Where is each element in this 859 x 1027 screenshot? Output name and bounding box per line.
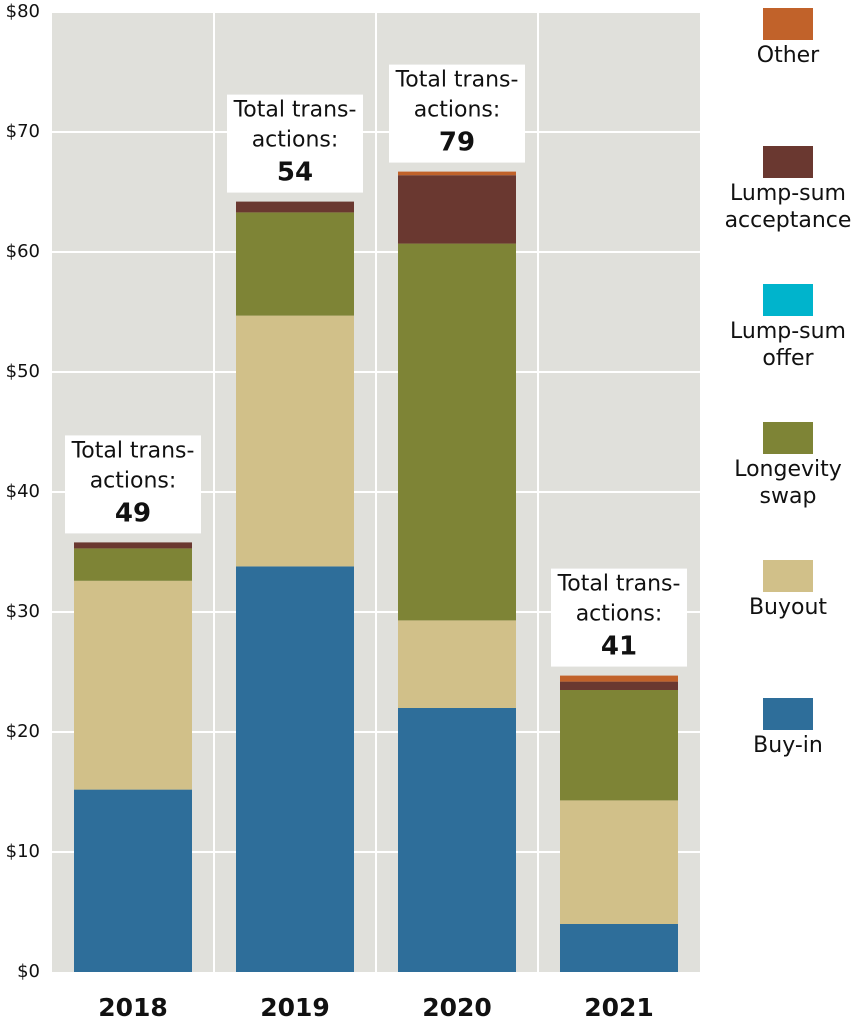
legend-label-lump-sum-acceptance: acceptance — [725, 208, 852, 233]
annotation-label: Total trans- — [71, 438, 195, 463]
bar-segment-lump-sum-acceptance-2021 — [560, 681, 678, 690]
bar-segment-longevity-swap-2019 — [236, 212, 354, 316]
y-tick-label: $10 — [6, 841, 40, 862]
annotation-label: Total trans- — [395, 68, 519, 93]
legend-label-longevity-swap: Longevity — [734, 457, 842, 482]
legend-swatch-buy-in — [763, 698, 813, 730]
annotation-background — [389, 64, 525, 163]
bar-segment-buy-in-2020 — [398, 708, 516, 972]
bar-segment-lump-sum-acceptance-2018 — [74, 542, 192, 549]
annotation-background — [551, 568, 687, 667]
bars — [74, 171, 678, 972]
legend-swatch-other — [763, 8, 813, 40]
bar-segment-longevity-swap-2018 — [74, 548, 192, 581]
bar-segment-buy-in-2018 — [74, 789, 192, 972]
y-tick-label: $0 — [17, 961, 40, 982]
bar-segment-other-2021 — [560, 675, 678, 682]
legend-label-lump-sum-acceptance: Lump-sum — [730, 181, 846, 206]
annotation-count: 49 — [115, 498, 151, 528]
annotation-label: actions: — [414, 98, 501, 123]
annotation-label: Total trans- — [233, 98, 357, 123]
annotation-label: actions: — [252, 128, 339, 153]
x-tick-label: 2021 — [584, 993, 654, 1022]
x-tick-label: 2018 — [98, 993, 168, 1022]
bar-segment-buyout-2021 — [560, 800, 678, 924]
x-tick-label: 2020 — [422, 993, 492, 1022]
legend-label-buy-in: Buy-in — [753, 733, 823, 758]
y-tick-label: $50 — [6, 361, 40, 382]
bar-segment-buyout-2019 — [236, 315, 354, 567]
bar-segment-other-2020 — [398, 171, 516, 176]
legend: OtherLump-sumacceptanceLump-sumofferLong… — [725, 8, 852, 758]
annotation-count: 41 — [601, 632, 637, 662]
legend-swatch-lump-sum-offer — [763, 284, 813, 316]
annotation-background — [227, 94, 363, 193]
bar-segment-lump-sum-acceptance-2020 — [398, 175, 516, 244]
y-tick-label: $40 — [6, 481, 40, 502]
bar-annotations: Total trans-actions: 49 Total trans-action… — [65, 64, 687, 667]
annotation-count: 79 — [439, 128, 475, 158]
y-tick-label: $30 — [6, 601, 40, 622]
x-axis: 2018 2019 2020 2021 — [98, 993, 654, 1022]
legend-label-longevity-swap: swap — [760, 484, 817, 509]
annotation-label: Total trans- — [557, 572, 681, 597]
annotation-background — [65, 435, 201, 534]
y-tick-label: $60 — [6, 241, 40, 262]
annotation-label: actions: — [576, 602, 663, 627]
bar-segment-buy-in-2019 — [236, 566, 354, 972]
legend-swatch-longevity-swap — [763, 422, 813, 454]
bar-segment-lump-sum-acceptance-2019 — [236, 201, 354, 213]
annotation-label: actions: — [90, 468, 177, 493]
bar-segment-buyout-2020 — [398, 620, 516, 708]
bar-segment-longevity-swap-2021 — [560, 690, 678, 801]
y-tick-label: $70 — [6, 121, 40, 142]
y-axis: $0 $10 $20 $30 $40 $50 $60 $70 $80 — [6, 1, 40, 982]
x-tick-label: 2019 — [260, 993, 330, 1022]
legend-label-other: Other — [757, 43, 820, 68]
bar-segment-buyout-2018 — [74, 580, 192, 790]
annotation-count: 54 — [277, 158, 313, 188]
legend-swatch-buyout — [763, 560, 813, 592]
legend-label-lump-sum-offer: Lump-sum — [730, 319, 846, 344]
y-tick-label: $80 — [6, 1, 40, 22]
y-tick-label: $20 — [6, 721, 40, 742]
legend-label-lump-sum-offer: offer — [762, 346, 814, 371]
bar-segment-buy-in-2021 — [560, 924, 678, 972]
legend-label-buyout: Buyout — [749, 595, 827, 620]
legend-swatch-lump-sum-acceptance — [763, 146, 813, 178]
bar-segment-longevity-swap-2020 — [398, 243, 516, 621]
